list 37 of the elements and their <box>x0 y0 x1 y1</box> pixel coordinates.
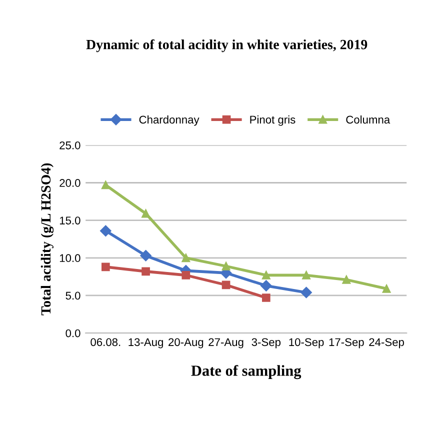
point <box>260 280 272 292</box>
x-tick-label: 3-Sep <box>252 338 281 348</box>
point <box>262 271 270 280</box>
y-tick-label: 20.0 <box>60 179 80 187</box>
x-tick-label: 20-Aug <box>168 338 204 348</box>
x-tick-label: 17-Sep <box>329 338 364 348</box>
point <box>101 180 110 190</box>
point <box>302 271 310 280</box>
y-axis-title: Total acidity (g/L H2SO4) <box>40 163 54 316</box>
point <box>140 250 152 262</box>
x-tick-label: 27-Aug <box>208 338 244 348</box>
y-tick-label: 10.0 <box>60 254 80 262</box>
x-tick-label: 13-Aug <box>128 338 163 348</box>
x-tick-label: 24-Sep <box>369 338 404 348</box>
x-tick-label: 10-Sep <box>289 338 324 348</box>
point <box>222 280 230 290</box>
point <box>182 271 190 280</box>
legend-label: Chardonnay <box>139 115 200 126</box>
point <box>142 267 150 276</box>
y-tick-label: 0.0 <box>66 329 80 338</box>
point <box>142 209 150 218</box>
point <box>182 254 190 262</box>
chart-title: Dynamic of total acidity in white varieties, 2019 <box>86 39 368 52</box>
point <box>101 262 110 272</box>
point <box>300 286 312 298</box>
x-axis-title: Date of sampling <box>191 364 302 380</box>
point <box>382 284 391 293</box>
x-tick-label: 06.08. <box>90 338 120 346</box>
point <box>342 276 351 284</box>
point <box>100 225 112 236</box>
legend-label: Columna <box>346 115 390 124</box>
y-tick-label: 5.0 <box>66 292 80 300</box>
point <box>222 262 230 270</box>
point <box>262 294 270 302</box>
legend-label: Pinot gris <box>250 115 296 126</box>
y-tick-label: 25.0 <box>60 141 80 150</box>
y-tick-label: 15.0 <box>60 216 80 224</box>
